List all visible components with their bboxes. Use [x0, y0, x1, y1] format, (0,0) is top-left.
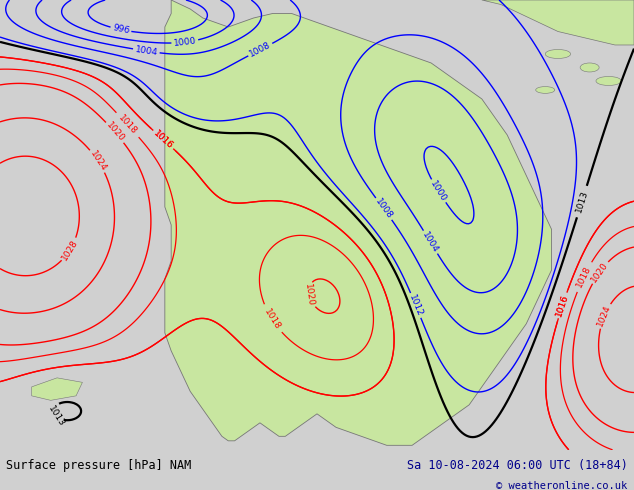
Text: 1013: 1013	[46, 405, 66, 429]
Text: 1000: 1000	[173, 36, 197, 48]
Ellipse shape	[536, 87, 555, 93]
Text: © weatheronline.co.uk: © weatheronline.co.uk	[496, 481, 628, 490]
Ellipse shape	[580, 63, 599, 72]
Text: 1016: 1016	[555, 293, 571, 318]
Text: 996: 996	[112, 24, 130, 36]
Text: 1004: 1004	[134, 45, 158, 57]
Text: 1024: 1024	[88, 149, 108, 173]
Ellipse shape	[545, 49, 571, 58]
Text: 1008: 1008	[248, 40, 273, 59]
Text: 1008: 1008	[373, 197, 394, 221]
Text: 1018: 1018	[262, 307, 281, 331]
Text: 1016: 1016	[555, 293, 571, 318]
Polygon shape	[165, 0, 552, 445]
Text: 1000: 1000	[429, 179, 448, 203]
Text: 1020: 1020	[104, 121, 126, 144]
Text: 1020: 1020	[590, 260, 610, 284]
Text: Surface pressure [hPa] NAM: Surface pressure [hPa] NAM	[6, 460, 191, 472]
Text: 1012: 1012	[407, 293, 424, 318]
Text: 1016: 1016	[152, 128, 175, 150]
Text: Sa 10-08-2024 06:00 UTC (18+84): Sa 10-08-2024 06:00 UTC (18+84)	[407, 460, 628, 472]
Text: 1018: 1018	[117, 113, 139, 136]
Polygon shape	[32, 378, 82, 400]
Text: 1004: 1004	[421, 230, 440, 254]
Ellipse shape	[596, 76, 621, 85]
Text: 1020: 1020	[303, 283, 315, 307]
Text: 1018: 1018	[575, 265, 593, 289]
Text: 1024: 1024	[596, 304, 613, 328]
Text: 1028: 1028	[60, 238, 80, 262]
Polygon shape	[482, 0, 634, 45]
Text: 1016: 1016	[152, 128, 175, 150]
Text: 1013: 1013	[574, 189, 590, 214]
